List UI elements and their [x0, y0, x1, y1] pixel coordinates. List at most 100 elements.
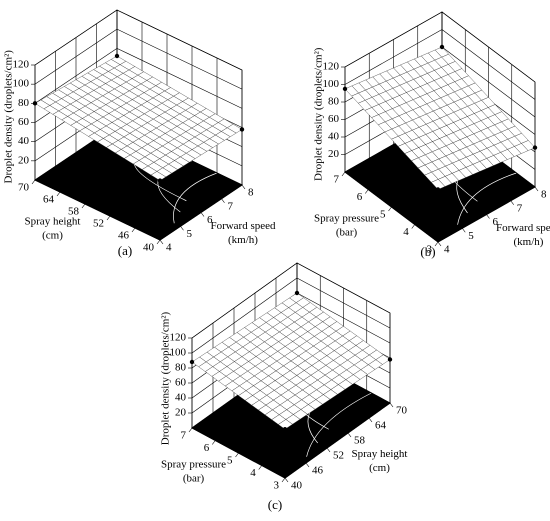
x-tick-label: 40 [143, 242, 155, 254]
x-tick-label: 6 [204, 442, 210, 454]
x-tick [31, 179, 36, 185]
caption: (b) [420, 244, 435, 259]
design-point [294, 290, 300, 296]
design-point [239, 127, 245, 132]
y-tick [510, 200, 514, 205]
y-tick-label: 46 [312, 465, 324, 477]
z-axis-title: Droplet density (droplets/cm²) [160, 311, 172, 445]
x-tick-label: 3 [427, 244, 433, 256]
x-tick-label: 4 [403, 226, 409, 238]
design-point [282, 427, 288, 432]
contour-line [457, 172, 517, 225]
y-axis-title: (cm) [369, 462, 390, 474]
y-tick [326, 447, 331, 453]
x-axis-title: Spray pressure [161, 459, 226, 471]
grid-line [191, 277, 298, 354]
x-tick [188, 427, 193, 433]
y-tick [200, 212, 205, 217]
y-tick [389, 402, 394, 408]
z-tick-label: 80 [175, 362, 187, 374]
x-axis-title: Spray height [25, 216, 81, 228]
box-edge [284, 402, 391, 479]
x-tick [388, 206, 392, 212]
contour-line [306, 392, 372, 457]
x-tick-label: 64 [43, 194, 55, 206]
y-tick-label: 70 [396, 405, 408, 417]
y-axis-title: Forward speed [496, 222, 550, 234]
x-tick-label: 7 [181, 430, 187, 442]
y-tick-label: 8 [541, 189, 547, 201]
y-tick-label: 58 [354, 435, 366, 447]
y-tick-label: 64 [375, 420, 387, 432]
y-tick-label: 4 [444, 244, 450, 256]
x-tick-label: 4 [250, 467, 256, 479]
y-tick-label: 40 [291, 480, 303, 492]
z-axis-title: Droplet density (droplets/cm²) [3, 50, 15, 184]
design-point [189, 359, 195, 365]
x-tick-label: 7 [334, 174, 340, 186]
y-tick-label: 8 [248, 187, 254, 199]
x-tick-label: 70 [18, 182, 30, 194]
z-tick-label: 80 [18, 97, 30, 109]
z-tick-label: 100 [13, 78, 30, 90]
y-tick [159, 239, 164, 245]
y-axis-title: (km/h) [228, 234, 258, 246]
design-point [342, 86, 348, 92]
y-tick-label: 5 [187, 228, 193, 240]
surface [344, 46, 536, 190]
y-tick [180, 226, 184, 231]
x-tick [434, 241, 439, 247]
grid-line [191, 262, 298, 339]
grid-line [116, 28, 243, 90]
x-tick [365, 189, 369, 194]
y-tick [241, 184, 246, 190]
x-tick [106, 215, 111, 221]
caption: (a) [118, 243, 132, 258]
y-tick [221, 198, 225, 203]
design-point [532, 145, 538, 150]
x-tick-label: 58 [68, 206, 80, 218]
x-tick [411, 224, 415, 229]
design-point [32, 101, 38, 106]
surface-cell [150, 171, 167, 181]
z-tick-label: 40 [18, 135, 30, 147]
z-tick-label: 60 [175, 377, 187, 389]
z-tick-label: 60 [328, 113, 340, 125]
x-tick-label: 5 [380, 209, 386, 221]
contour-line [173, 172, 218, 224]
y-tick [347, 432, 352, 438]
surface [191, 292, 391, 430]
z-tick-label: 100 [170, 347, 187, 359]
y-tick [486, 214, 490, 219]
design-point [157, 178, 163, 183]
z-tick-label: 100 [323, 78, 340, 90]
x-tick [258, 465, 262, 470]
caption: (c) [268, 497, 282, 512]
z-tick-label: 80 [328, 96, 340, 108]
design-point [435, 187, 441, 192]
y-tick [368, 417, 373, 423]
x-tick [81, 203, 86, 209]
x-tick [212, 440, 216, 445]
x-axis-title: (cm) [42, 230, 63, 242]
x-tick [56, 191, 61, 197]
x-axis-title: (bar) [336, 227, 358, 239]
z-tick-label: 60 [18, 116, 30, 128]
x-tick [131, 227, 136, 233]
y-tick [305, 462, 310, 468]
z-axis-title: Droplet density (droplets/cm²) [313, 47, 325, 181]
design-point [439, 44, 445, 50]
z-tick-label: 40 [328, 131, 340, 143]
x-tick-label: 6 [357, 191, 363, 203]
x-axis-title: (bar) [183, 473, 205, 485]
y-tick [284, 477, 289, 483]
z-tick-label: 120 [170, 332, 187, 344]
x-tick [281, 477, 286, 483]
y-tick-label: 7 [517, 202, 523, 214]
design-point [114, 53, 120, 59]
grid-line [116, 9, 243, 71]
y-axis-title: Spray height [352, 448, 408, 460]
x-tick [156, 239, 161, 245]
grid-line [116, 48, 243, 109]
